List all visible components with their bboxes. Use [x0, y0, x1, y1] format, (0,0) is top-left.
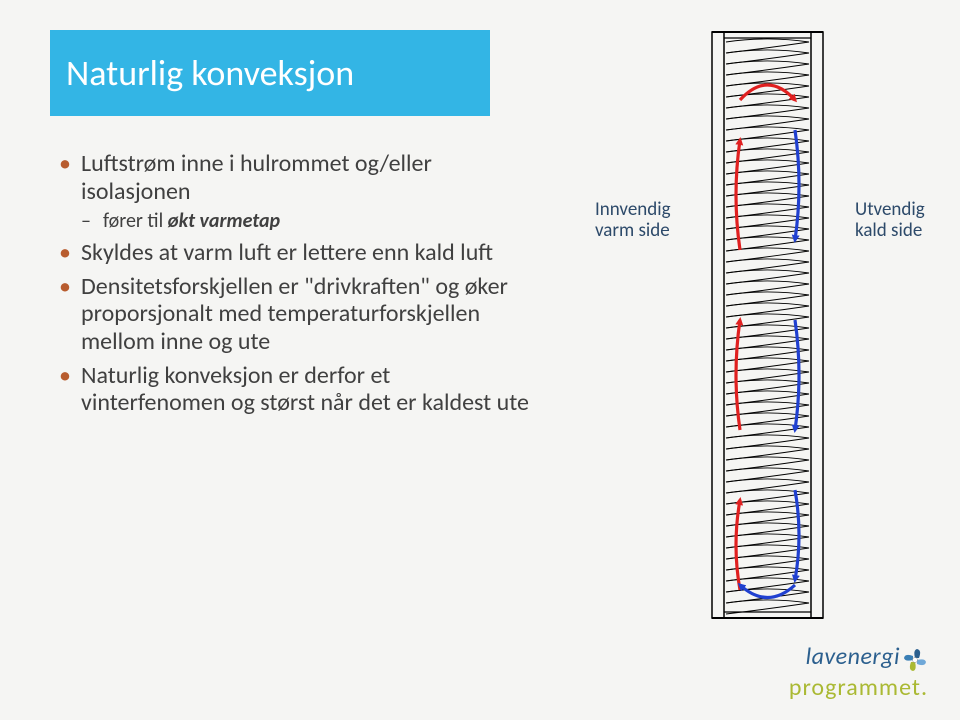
sub-list: fører til økt varmetap: [81, 209, 535, 233]
label-utvendig: Utvendig kald side: [855, 200, 925, 242]
title-bar: Naturlig konveksjon: [50, 30, 490, 116]
sub-bullet-1: fører til økt varmetap: [81, 209, 535, 233]
content-body: Luftstrøm inne i hulrommet og/eller isol…: [55, 150, 535, 423]
bullet-4: Naturlig konveksjon er derfor et vinterf…: [55, 362, 535, 417]
bullet-2: Skyldes at varm luft er lettere enn kald…: [55, 239, 535, 267]
bullet-3: Densitetsforskjellen er "drivkraften" og…: [55, 273, 535, 356]
bullet-list: Luftstrøm inne i hulrommet og/eller isol…: [55, 150, 535, 417]
bullet-1: Luftstrøm inne i hulrommet og/eller isol…: [55, 150, 535, 233]
convection-diagram: [710, 30, 825, 620]
logo-fan-icon: [902, 647, 928, 673]
label-innvendig: Innvendig varm side: [595, 200, 671, 242]
slide-title: Naturlig konveksjon: [66, 51, 354, 95]
lavenergi-logo: lavenergi programmet.: [748, 642, 928, 702]
